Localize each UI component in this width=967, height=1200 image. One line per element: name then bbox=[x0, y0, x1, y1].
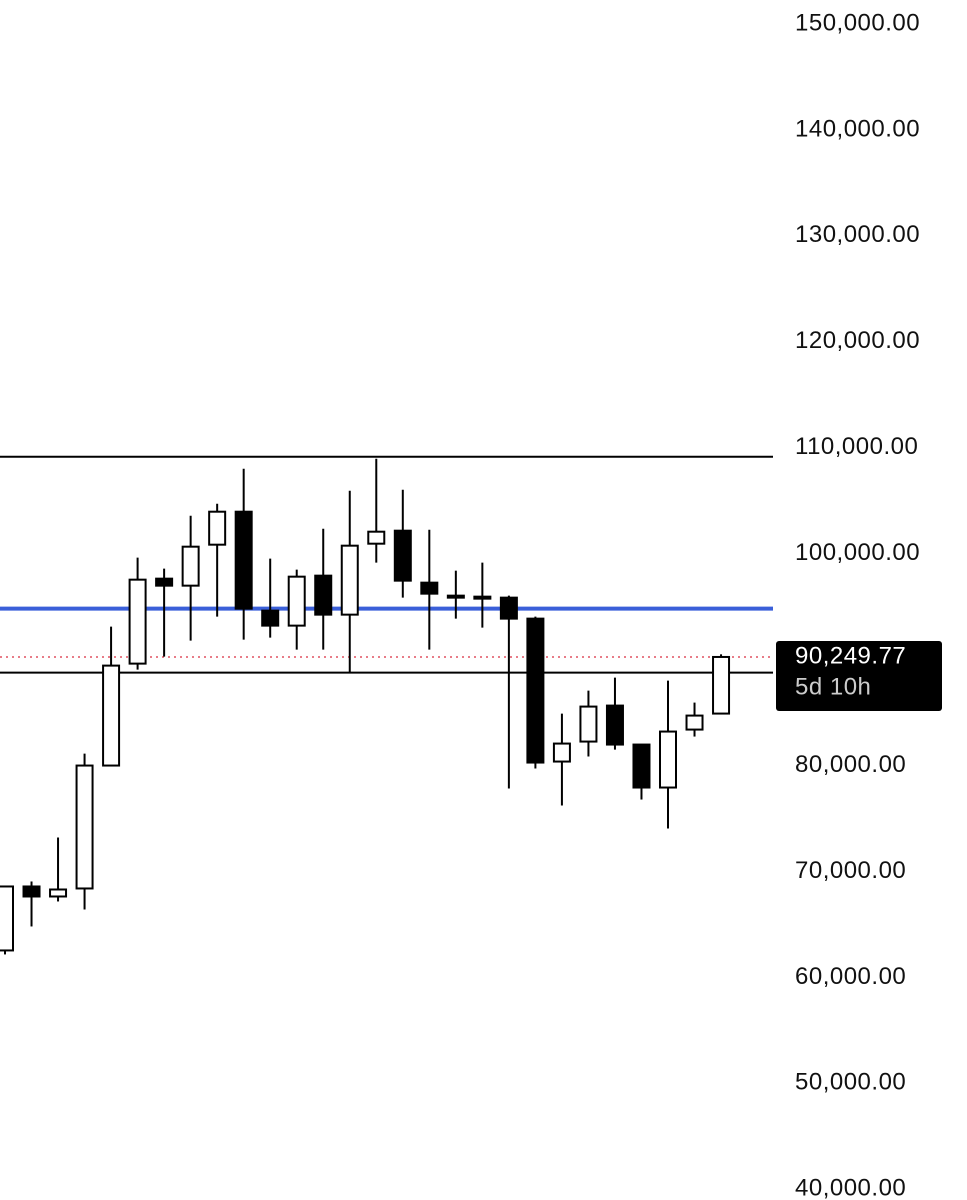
y-tick-label: 40,000.00 bbox=[795, 1175, 906, 1200]
candle-body bbox=[128, 578, 147, 665]
candle-body bbox=[420, 581, 439, 595]
y-tick-label: 120,000.00 bbox=[795, 327, 920, 354]
y-tick-label: 140,000.00 bbox=[795, 115, 920, 142]
candle-body bbox=[155, 577, 174, 587]
y-tick-label: 70,000.00 bbox=[795, 857, 906, 884]
candle-body bbox=[526, 617, 545, 764]
price-label: 90,249.77 bbox=[795, 642, 906, 669]
candle-body bbox=[473, 595, 492, 600]
candle-body bbox=[208, 510, 227, 546]
candle-body bbox=[659, 730, 677, 789]
candle-body bbox=[261, 609, 280, 627]
countdown-label: 5d 10h bbox=[795, 673, 871, 700]
candle-body bbox=[0, 885, 14, 952]
candle-body bbox=[75, 764, 94, 890]
candle-body bbox=[49, 888, 68, 898]
candle-body bbox=[181, 545, 200, 587]
candle-body bbox=[287, 575, 306, 627]
y-tick-label: 150,000.00 bbox=[795, 9, 920, 36]
candle-body bbox=[314, 574, 333, 616]
price-label-box bbox=[776, 640, 942, 711]
candle-body bbox=[552, 742, 571, 763]
y-tick-label: 80,000.00 bbox=[795, 751, 906, 778]
y-tick-label: 60,000.00 bbox=[795, 963, 906, 990]
candle-body bbox=[605, 704, 624, 746]
y-tick-label: 100,000.00 bbox=[795, 539, 920, 566]
candle-body bbox=[102, 664, 121, 767]
candle-body bbox=[367, 530, 386, 545]
candle-body bbox=[340, 544, 359, 616]
candle-body bbox=[22, 885, 41, 898]
candle-body bbox=[446, 594, 465, 599]
candle-body bbox=[712, 655, 731, 715]
candle-body bbox=[234, 510, 253, 610]
y-tick-label: 130,000.00 bbox=[795, 221, 920, 248]
y-tick-label: 50,000.00 bbox=[795, 1069, 906, 1096]
y-tick-label: 110,000.00 bbox=[795, 433, 918, 460]
candle-body bbox=[393, 529, 412, 582]
candle-body bbox=[499, 596, 518, 620]
candle-body bbox=[685, 714, 704, 731]
candle-body bbox=[579, 705, 598, 743]
candle-body bbox=[632, 743, 651, 789]
